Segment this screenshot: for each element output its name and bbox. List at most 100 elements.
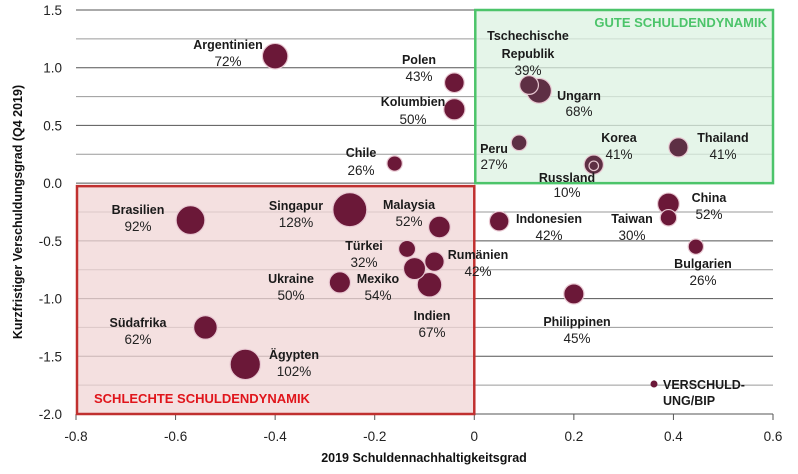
y-tick-label: 1.0: [43, 61, 62, 76]
bubble-türkei: [397, 239, 417, 259]
point-label: Polen 43%: [402, 53, 436, 84]
point-label: Mexiko 54%: [357, 272, 400, 303]
debt-ratio: 45%: [563, 331, 590, 346]
debt-ratio: 52%: [395, 214, 422, 229]
bubble-tschechische: [519, 75, 540, 96]
country-name: China: [692, 191, 728, 205]
debt-ratio: 42%: [535, 228, 562, 243]
bubble-ukraine: [328, 271, 352, 294]
x-tick-label: 0.2: [564, 429, 583, 444]
debt-ratio: 26%: [689, 273, 716, 288]
country-name: Taiwan: [611, 212, 652, 226]
good-region-label: GUTE SCHULDENDYNAMIK: [594, 15, 767, 30]
country-name: Argentinien: [193, 38, 262, 52]
debt-ratio: 41%: [605, 147, 632, 162]
debt-ratio: 32%: [350, 255, 377, 270]
bubble-mexiko: [402, 256, 427, 281]
x-tick-label: 0.6: [764, 429, 783, 444]
country-name: Polen: [402, 53, 436, 67]
y-tick-label: 1.5: [43, 3, 62, 18]
good-region-box: [474, 8, 775, 185]
debt-ratio: 102%: [277, 364, 312, 379]
point-label: Ägypten 102%: [269, 347, 319, 379]
country-name: Russland: [539, 171, 595, 185]
x-tick-label: -0.6: [164, 429, 187, 444]
debt-ratio: 50%: [399, 112, 426, 127]
point-label: Indonesien 42%: [516, 212, 582, 243]
y-tick-label: -1.5: [39, 349, 62, 364]
y-tick-label: -1.0: [39, 292, 62, 307]
country-name: Mexiko: [357, 272, 400, 286]
x-axis-title: 2019 Schuldennachhaltigkeitsgrad: [321, 451, 527, 465]
bubble-argentinien: [261, 42, 289, 70]
country-name: Indien: [414, 309, 451, 323]
x-tick-label: -0.4: [264, 429, 288, 444]
point-label: Taiwan 30%: [611, 212, 652, 243]
debt-ratio: 43%: [405, 69, 432, 84]
legend-label-line2: UNG/BIP: [663, 394, 715, 408]
legend-label-line1: VERSCHULD-: [663, 378, 745, 392]
bad-region-box: [75, 184, 476, 416]
point-label: Ukraine 50%: [268, 272, 314, 303]
debt-ratio: 50%: [277, 288, 304, 303]
country-name: Chile: [346, 146, 377, 160]
x-tick-label: -0.2: [363, 429, 386, 444]
debt-ratio: 30%: [618, 228, 645, 243]
bubble-indien: [416, 271, 443, 298]
country-name: Rumänien: [448, 248, 508, 262]
x-tick-label: 0.4: [664, 429, 683, 444]
debt-ratio: 41%: [709, 147, 736, 162]
country-name: Ungarn: [557, 89, 601, 103]
point-label: Malaysia 52%: [383, 198, 436, 229]
debt-ratio: 92%: [124, 219, 151, 234]
point-label: Brasilien 92%: [112, 203, 165, 234]
point-label: Thailand 41%: [697, 131, 748, 162]
bubble-chile: [386, 155, 403, 172]
country-name: Korea: [601, 131, 637, 145]
point-label: Rumänien 42%: [448, 248, 508, 279]
country-name: Tschechische: [487, 29, 569, 43]
point-label: Tschechische Republik 39%: [487, 29, 569, 78]
bubble-taiwan: [659, 208, 678, 227]
bubble-bulgarien: [687, 238, 705, 255]
bubble-singapur: [332, 192, 368, 228]
tick-labels: -0.8 -0.6 -0.4 -0.2 0 0.2 0.4 0.6 1.5 1.0 0.5 0.0 -0…: [39, 3, 783, 444]
y-tick-label: 0.5: [43, 118, 62, 133]
debt-ratio: 68%: [565, 104, 592, 119]
point-label: Argentinien 72%: [193, 38, 262, 69]
point-label: Philippinen 45%: [543, 315, 610, 346]
debt-ratio: 42%: [464, 264, 491, 279]
regions: GUTE SCHULDENDYNAMIK SCHLECHTE SCHULDENDY…: [75, 8, 775, 416]
point-labels: Argentinien 72% Polen 43% Kolumbien 50% Chile 2…: [110, 29, 749, 379]
country-name: Brasilien: [112, 203, 165, 217]
bubbles: [175, 42, 705, 381]
country-name: Thailand: [697, 131, 748, 145]
bubble-polen: [443, 72, 465, 94]
bubble-philippinen: [563, 283, 585, 305]
x-tick-label: 0: [471, 429, 479, 444]
bubble-malaysia: [428, 215, 451, 239]
bubble-südafrika: [193, 314, 218, 340]
point-label: Korea 41%: [601, 131, 637, 162]
bad-region-label: SCHLECHTE SCHULDENDYNAMIK: [94, 391, 311, 406]
point-label: Türkei 32%: [345, 239, 383, 270]
bubble-kolumbien: [443, 98, 466, 121]
country-name: Philippinen: [543, 315, 610, 329]
country-name: Türkei: [345, 239, 383, 253]
bubble-rumänien: [424, 251, 445, 272]
size-legend: VERSCHULD- UNG/BIP: [650, 378, 745, 408]
y-tick-label: -2.0: [39, 407, 62, 422]
bubble-indonesien: [488, 210, 510, 232]
country-name-line2: Republik: [502, 47, 555, 61]
y-tick-label: -0.5: [39, 234, 62, 249]
bubble-ägypten: [229, 348, 262, 381]
bubble-russland: [588, 160, 600, 172]
legend-dot: [650, 380, 658, 388]
x-tick-label: -0.8: [64, 429, 87, 444]
country-name: Indonesien: [516, 212, 582, 226]
country-name: Ukraine: [268, 272, 314, 286]
bubble-brasilien: [175, 205, 206, 236]
